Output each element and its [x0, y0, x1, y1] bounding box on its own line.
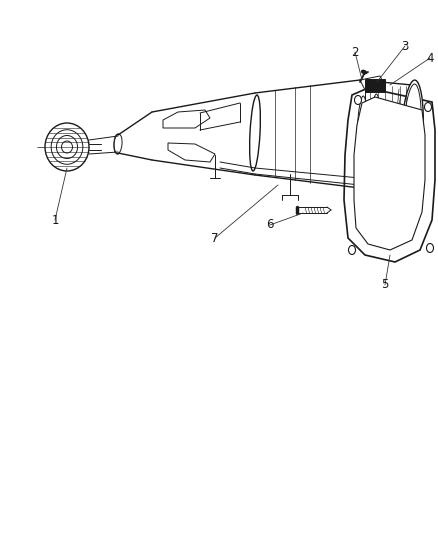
- Polygon shape: [360, 178, 385, 192]
- Text: 2: 2: [351, 45, 359, 59]
- Polygon shape: [163, 110, 210, 128]
- Ellipse shape: [427, 244, 434, 253]
- Ellipse shape: [349, 246, 356, 254]
- Polygon shape: [365, 79, 385, 92]
- Text: 5: 5: [381, 279, 389, 292]
- Polygon shape: [168, 143, 215, 162]
- Text: 4: 4: [426, 52, 434, 64]
- Ellipse shape: [401, 80, 424, 188]
- Polygon shape: [344, 88, 435, 262]
- Text: 7: 7: [211, 231, 219, 245]
- Ellipse shape: [424, 102, 431, 111]
- Ellipse shape: [354, 95, 361, 104]
- Polygon shape: [360, 76, 385, 90]
- Ellipse shape: [250, 95, 260, 171]
- Polygon shape: [354, 97, 425, 250]
- Ellipse shape: [362, 70, 367, 74]
- Text: 3: 3: [401, 39, 409, 52]
- Text: 1: 1: [51, 214, 59, 227]
- Text: 6: 6: [266, 219, 274, 231]
